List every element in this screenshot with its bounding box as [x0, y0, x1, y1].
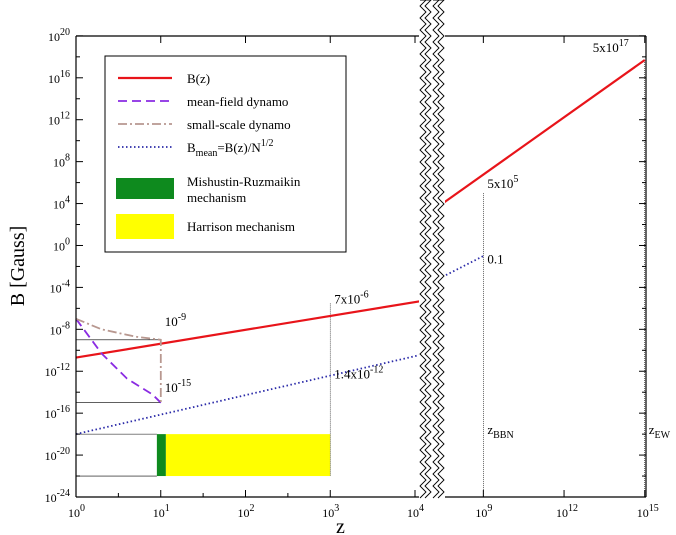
y-tick-label: 10-12	[45, 362, 70, 379]
annotation-label: 1.4x10-12	[334, 365, 383, 382]
x-tick-label: 1015	[637, 503, 659, 520]
x-tick-label: 103	[322, 503, 339, 520]
x-tick-label: 102	[238, 503, 255, 520]
annotation-label: zBBN	[487, 422, 513, 441]
legend-label: mechanism	[187, 190, 246, 205]
y-tick-label: 10-16	[45, 404, 70, 421]
y-axis-label: B [Gauss]	[7, 226, 29, 307]
legend-swatch	[116, 214, 174, 239]
region-layer	[156, 434, 331, 477]
annotation-label: 5x105	[487, 174, 518, 191]
x-tick-label: 109	[475, 503, 492, 520]
x-tick-label: 100	[68, 503, 85, 520]
axis-break-zigzag	[432, 0, 440, 499]
axis-break-zigzag	[419, 0, 427, 499]
axis-break-layer	[419, 0, 445, 501]
y-tick-label: 104	[53, 195, 70, 212]
series-layer	[75, 59, 646, 435]
y-tick-label: 1012	[48, 111, 70, 128]
series-bmean	[441, 255, 484, 278]
y-tick-label: 10-4	[50, 278, 70, 295]
legend-swatch	[116, 178, 174, 199]
annotation-label: 10-15	[165, 378, 191, 395]
y-tick-label: 1020	[48, 27, 70, 44]
legend-label: Harrison mechanism	[187, 219, 295, 234]
annotation-label: 7x10-6	[334, 289, 368, 306]
series-small-scale-dynamo	[75, 317, 162, 403]
x-axis-label: z	[336, 516, 345, 535]
annotation-layer: 10-9 10-15 7x10-6 1.4x10-12 5x105 0.1 5x1017 zB…	[165, 38, 671, 441]
annotation-label: 5x1017	[593, 38, 629, 55]
series-bz	[441, 59, 646, 205]
legend-label: B(z)	[187, 71, 210, 86]
y-tick-label: 10-8	[50, 320, 70, 337]
x-tick-label: 101	[153, 503, 170, 520]
axis-break-zigzag	[437, 0, 445, 499]
legend-label: Bmean=B(z)/N1/2	[187, 138, 274, 159]
y-tick-label: 1016	[48, 69, 70, 86]
annotation-label: 10-9	[165, 312, 186, 329]
y-tick-label: 10-20	[45, 446, 70, 463]
guide-line-layer	[76, 59, 646, 497]
x-tick-label: 104	[407, 503, 424, 520]
annotation-label: zEW	[649, 422, 671, 441]
axes-layer: 10-24 10-20 10-16 10-12 10-8 10-4 100 104 108 101…	[45, 27, 659, 520]
series-bmean	[75, 349, 441, 435]
x-tick-label: 1012	[556, 503, 578, 520]
legend: B(z) mean-field dynamo small-scale dynamo B…	[104, 55, 347, 253]
axis-break-zigzag	[424, 0, 432, 499]
series-mean-field-dynamo	[75, 318, 162, 404]
region-harrison	[165, 434, 331, 477]
y-tick-label: 108	[53, 153, 70, 170]
legend-label: mean-field dynamo	[187, 94, 288, 109]
y-tick-label: 10-24	[45, 488, 70, 505]
series-bz	[75, 296, 441, 359]
legend-label: Mishustin-Ruzmaikin	[187, 174, 301, 189]
region-mishustin-ruzmaikin	[156, 434, 166, 477]
annotation-label: 0.1	[487, 251, 503, 266]
legend-label: small-scale dynamo	[187, 117, 291, 132]
y-tick-label: 100	[53, 236, 70, 253]
